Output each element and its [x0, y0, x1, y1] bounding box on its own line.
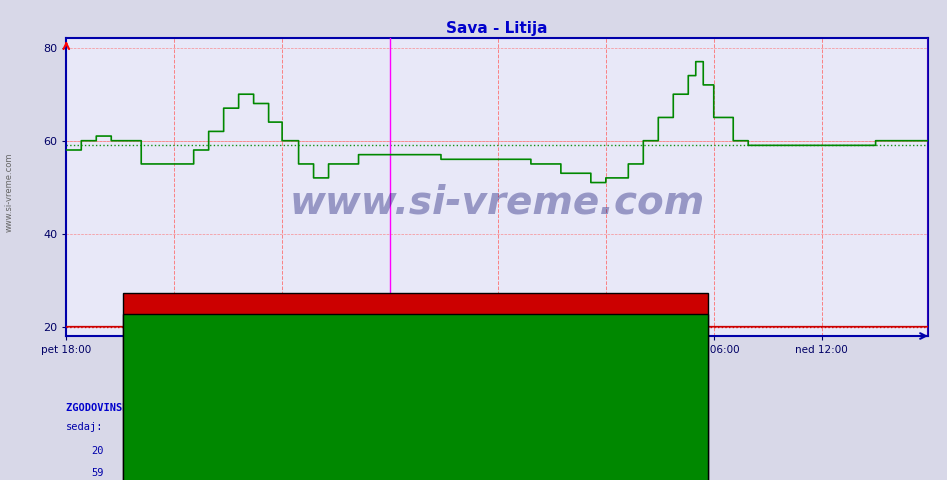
- Text: Slovenija / reke in morje.: Slovenija / reke in morje.: [408, 353, 539, 363]
- Text: pretok[čevelj3/min]: pretok[čevelj3/min]: [428, 468, 546, 479]
- Text: 74: 74: [348, 468, 360, 478]
- Title: Sava - Litija: Sava - Litija: [446, 21, 548, 36]
- Text: maks.:: maks.:: [322, 422, 360, 432]
- Text: ZGODOVINSKE IN TRENUTNE VREDNOSTI: ZGODOVINSKE IN TRENUTNE VREDNOSTI: [66, 403, 273, 413]
- Text: Sava - Litija: Sava - Litija: [407, 422, 489, 433]
- Text: navpična črta - razdelek 24 ur: navpična črta - razdelek 24 ur: [395, 400, 552, 411]
- Text: zadnja dva dni / 5 minut.: zadnja dva dni / 5 minut.: [408, 369, 539, 379]
- Text: 59: 59: [262, 468, 275, 478]
- Text: 20: 20: [92, 446, 104, 456]
- Text: temperatura[F]: temperatura[F]: [428, 446, 515, 456]
- Text: 59: 59: [92, 468, 104, 478]
- Text: min.:: min.:: [152, 422, 183, 432]
- Text: sedaj:: sedaj:: [66, 422, 104, 432]
- Text: 21: 21: [348, 446, 360, 456]
- Text: 19: 19: [177, 446, 189, 456]
- Text: www.si-vreme.com: www.si-vreme.com: [5, 152, 14, 232]
- Text: povpr.:: povpr.:: [237, 422, 280, 432]
- Text: 20: 20: [262, 446, 275, 456]
- Text: www.si-vreme.com: www.si-vreme.com: [290, 183, 705, 221]
- Text: 52: 52: [177, 468, 189, 478]
- Text: Meritve: povprečne  Enote: anglešaške  Črta: povprečje: Meritve: povprečne Enote: anglešaške Črt…: [329, 384, 618, 396]
